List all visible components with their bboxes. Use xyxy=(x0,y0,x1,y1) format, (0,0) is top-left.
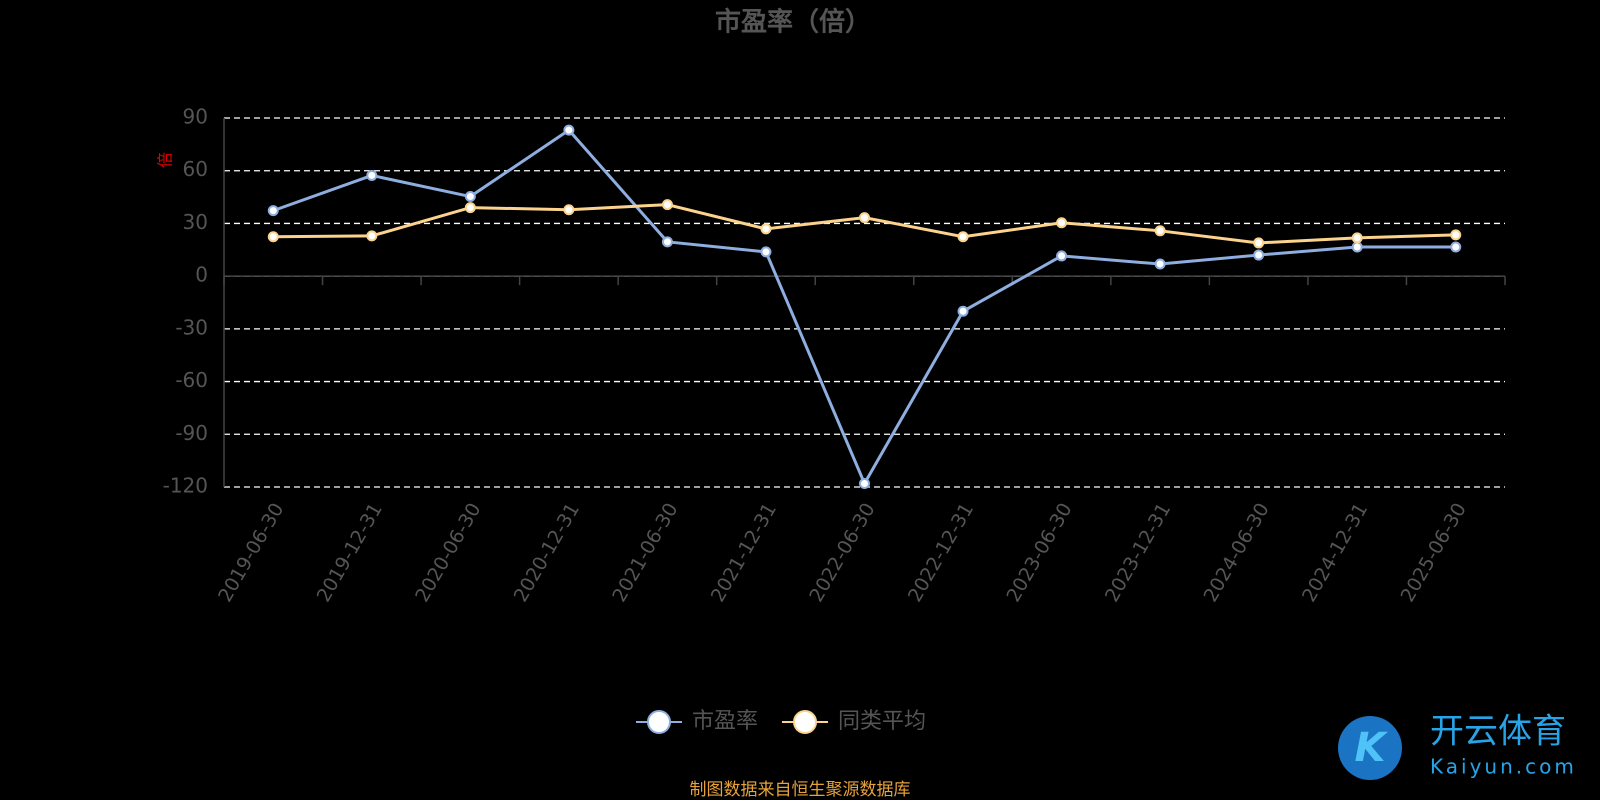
data-point xyxy=(1253,249,1265,261)
y-tick-label: -60 xyxy=(175,368,208,392)
y-tick-label: -120 xyxy=(163,474,208,498)
y-axis-label: 倍 xyxy=(156,152,175,168)
legend-icon xyxy=(793,710,818,734)
data-point xyxy=(1056,217,1068,229)
data-point xyxy=(1154,258,1166,270)
legend-item[interactable]: 市盈率 xyxy=(636,709,758,734)
y-tick-label: 0 xyxy=(195,263,208,287)
data-point xyxy=(760,246,772,258)
data-point xyxy=(1253,237,1265,249)
brand-site: Kaiyun.com xyxy=(1430,755,1577,779)
data-point xyxy=(1450,229,1462,241)
data-point xyxy=(661,236,673,248)
source-note: 制图数据来自恒生聚源数据库 xyxy=(690,780,911,800)
logo-icon xyxy=(1338,716,1402,780)
y-tick-label: 90 xyxy=(183,105,208,129)
data-point xyxy=(464,202,476,214)
chart-title: 市盈率（倍） xyxy=(715,7,871,38)
logo-letter: K xyxy=(1355,725,1389,771)
data-point xyxy=(760,223,772,235)
data-point xyxy=(563,124,575,136)
data-point xyxy=(1056,250,1068,262)
data-point xyxy=(366,230,378,242)
data-point xyxy=(267,231,279,243)
data-point xyxy=(563,204,575,216)
data-point xyxy=(366,169,378,181)
data-point xyxy=(859,212,870,224)
legend-icon xyxy=(647,710,671,734)
data-point xyxy=(661,199,673,211)
data-point xyxy=(267,205,279,217)
y-tick-label: -90 xyxy=(175,421,208,445)
data-point xyxy=(957,231,969,243)
data-point xyxy=(1154,225,1166,237)
legend-item[interactable]: 同类平均 xyxy=(782,709,926,734)
data-point xyxy=(1450,241,1462,253)
data-point xyxy=(859,477,870,489)
data-point xyxy=(1351,241,1363,253)
data-point xyxy=(1351,232,1363,244)
data-point xyxy=(464,191,476,203)
brand-name: 开云体育 xyxy=(1430,712,1566,752)
data-point xyxy=(957,305,969,317)
y-tick-label: 60 xyxy=(183,157,208,181)
y-tick-label: 30 xyxy=(183,210,208,234)
legend-label: 同类平均 xyxy=(838,709,926,734)
legend-label: 市盈率 xyxy=(692,709,758,734)
y-tick-label: -30 xyxy=(175,315,208,339)
watermark: K 开云体育 Kaiyun.com xyxy=(1338,712,1577,780)
